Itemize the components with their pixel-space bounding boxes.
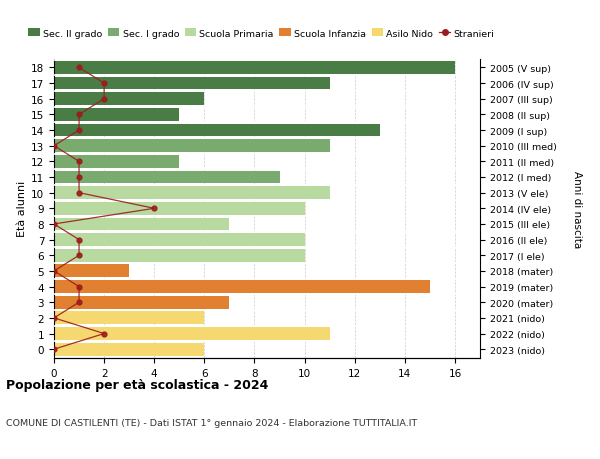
Bar [54,109,179,122]
Bar [54,93,205,106]
Bar [54,218,229,231]
Bar [54,296,229,309]
Bar [54,62,455,75]
Bar [54,124,380,137]
Y-axis label: Età alunni: Età alunni [17,181,27,237]
Bar [54,78,329,90]
Bar [54,312,205,325]
Bar [54,327,329,340]
Text: Popolazione per età scolastica - 2024: Popolazione per età scolastica - 2024 [6,379,268,392]
Bar [54,234,305,246]
Bar [54,265,129,278]
Y-axis label: Anni di nascita: Anni di nascita [572,170,582,247]
Bar [54,249,305,262]
Bar [54,140,329,153]
Bar [54,343,205,356]
Legend: Sec. II grado, Sec. I grado, Scuola Primaria, Scuola Infanzia, Asilo Nido, Stran: Sec. II grado, Sec. I grado, Scuola Prim… [25,26,498,42]
Bar [54,187,329,200]
Bar [54,202,305,215]
Bar [54,280,430,293]
Text: COMUNE DI CASTILENTI (TE) - Dati ISTAT 1° gennaio 2024 - Elaborazione TUTTITALIA: COMUNE DI CASTILENTI (TE) - Dati ISTAT 1… [6,418,417,427]
Bar [54,171,280,184]
Bar [54,156,179,168]
